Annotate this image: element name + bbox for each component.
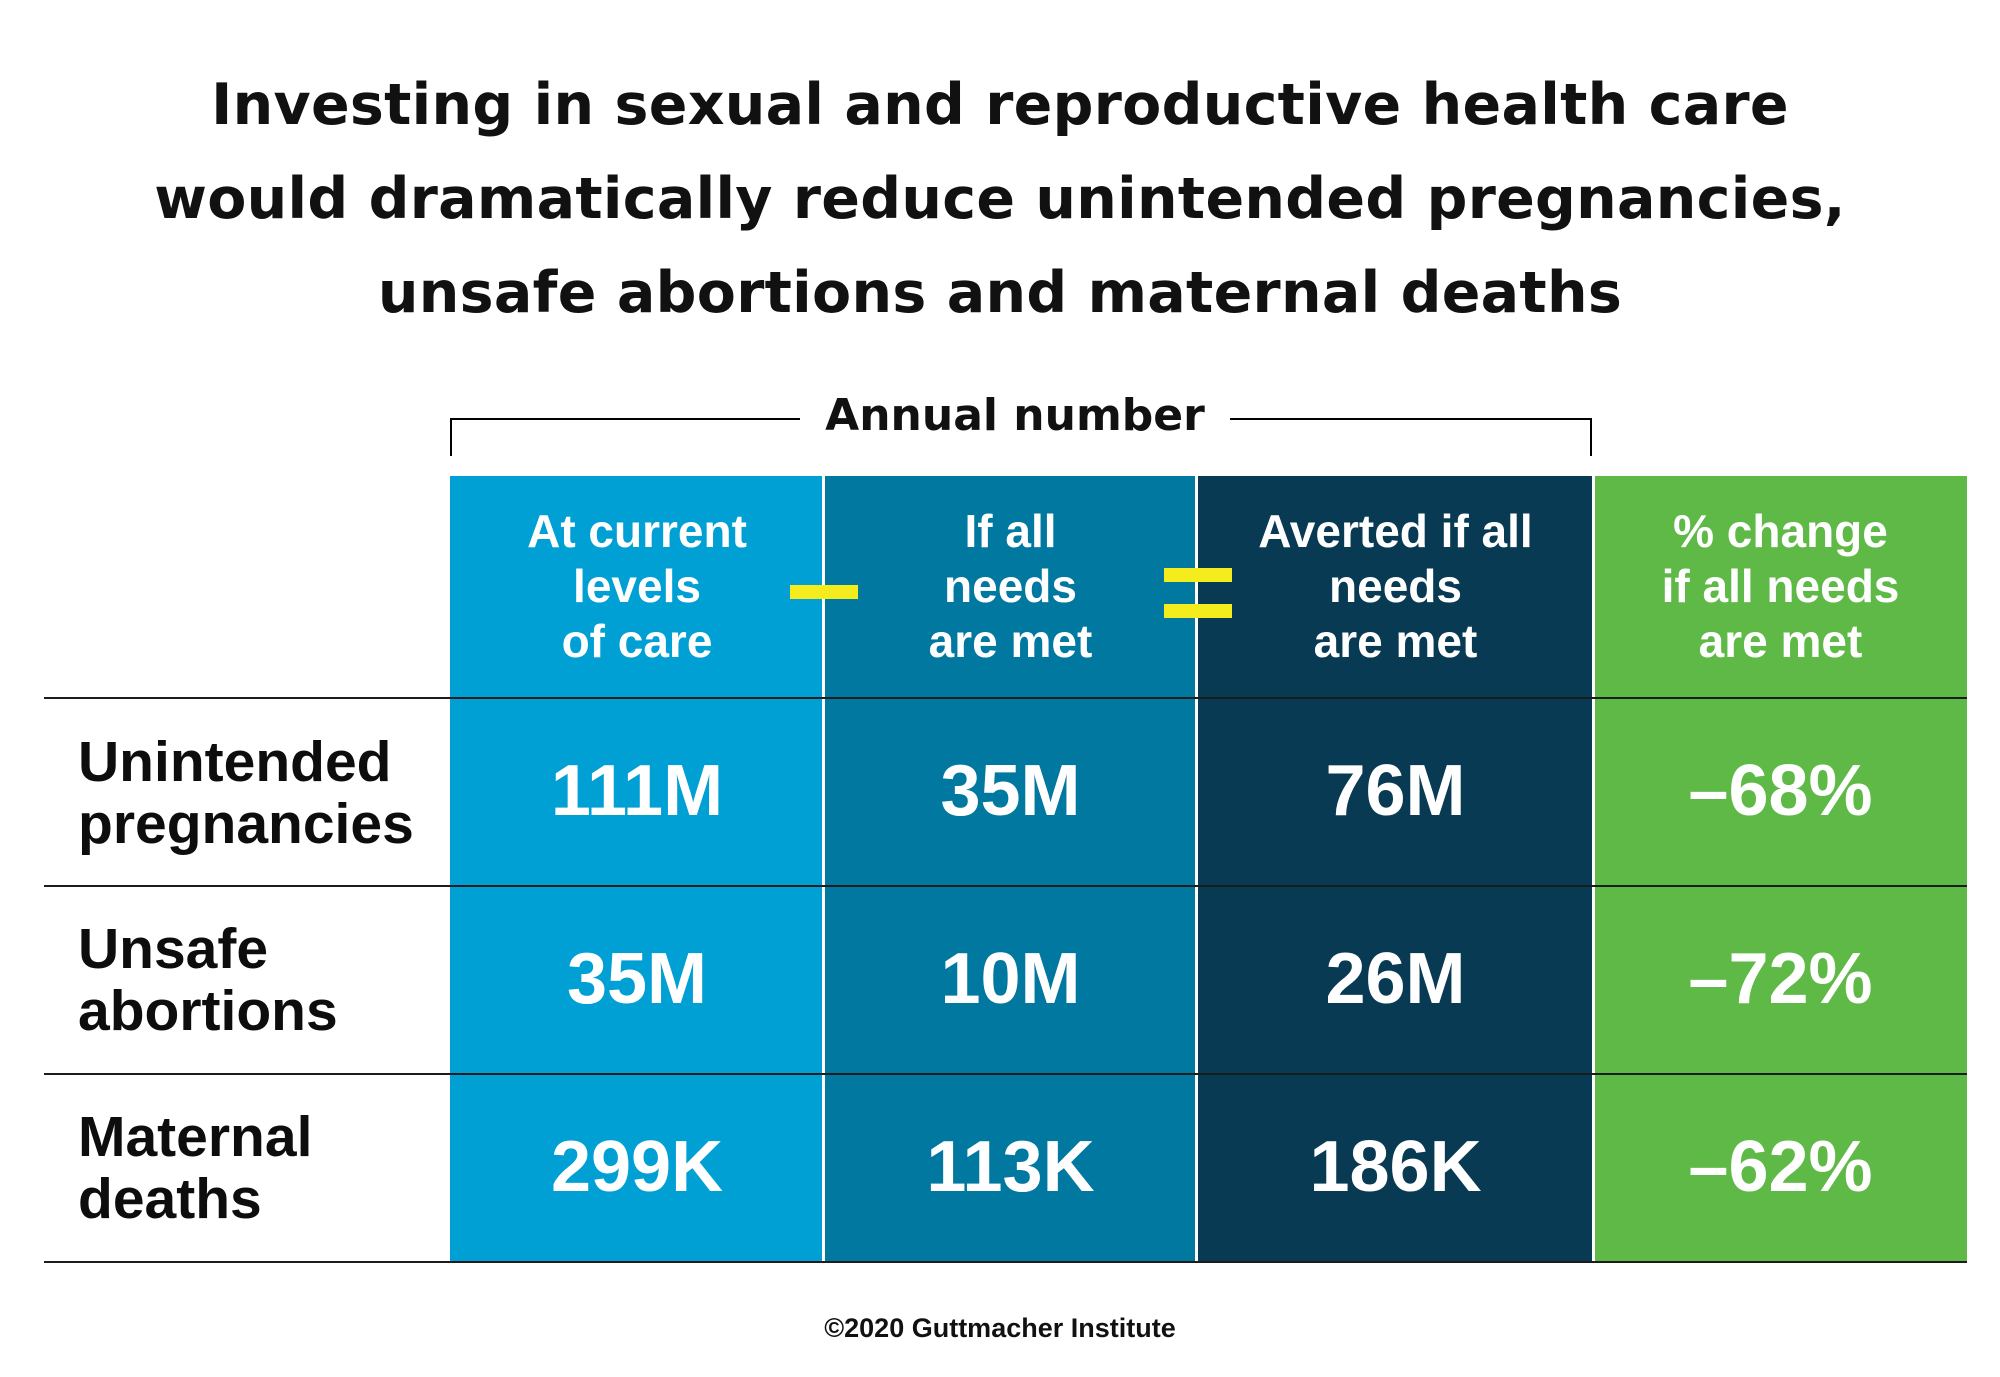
column-percent-change: % change if all needs are met –68% –72% –6… <box>1594 476 1967 1261</box>
row-label-unsafe-abortions: Unsafe abortions <box>78 917 338 1043</box>
column-divider <box>822 476 825 1261</box>
minus-icon <box>790 585 858 599</box>
cell-unintended-pregnancies-current: 111M <box>550 751 724 831</box>
cell-maternal-deaths-needs-met: 113K <box>926 1127 1095 1207</box>
column-averted: Averted if all needs are met 76M 26M 186K <box>1197 476 1594 1261</box>
equals-icon <box>1164 568 1232 618</box>
row-label-maternal-deaths: Maternal deaths <box>78 1105 313 1231</box>
column-header: If all needs are met <box>928 505 1093 667</box>
row-divider <box>44 697 1967 699</box>
row-divider <box>44 885 1967 887</box>
cell-unintended-pregnancies-needs-met: 35M <box>940 751 1081 831</box>
cell-maternal-deaths-current: 299K <box>550 1127 724 1207</box>
column-divider <box>1592 476 1595 1261</box>
column-divider <box>1195 476 1198 1261</box>
cell-maternal-deaths-averted: 186K <box>1309 1127 1482 1207</box>
column-current-levels: At current levels of care 111M 35M 299K <box>450 476 824 1261</box>
copyright-footer: ©2020 Guttmacher Institute <box>824 1313 1176 1343</box>
cell-unsafe-abortions-percent-change: –72% <box>1688 939 1873 1019</box>
title-line-3: unsafe abortions and maternal deaths <box>377 260 1623 326</box>
cell-maternal-deaths-percent-change: –62% <box>1688 1127 1873 1207</box>
column-header: At current levels of care <box>527 505 747 667</box>
cell-unsafe-abortions-needs-met: 10M <box>940 939 1081 1019</box>
table-bottom-rule <box>44 1261 1967 1263</box>
row-divider <box>44 1073 1967 1075</box>
equals-bar-bottom <box>1164 604 1232 618</box>
cell-unsafe-abortions-averted: 26M <box>1325 939 1466 1019</box>
row-label-unintended-pregnancies: Unintended pregnancies <box>78 730 414 856</box>
title-line-2: would dramatically reduce unintended pre… <box>154 166 1846 232</box>
column-header: Averted if all needs are met <box>1258 505 1533 667</box>
column-header: % change if all needs are met <box>1661 505 1900 667</box>
equals-bar-top <box>1164 568 1232 582</box>
bracket-label: Annual number <box>825 390 1205 441</box>
title-line-1: Investing in sexual and reproductive hea… <box>211 72 1789 138</box>
column-needs-met: If all needs are met 35M 10M 113K <box>824 476 1197 1261</box>
chart-title: Investing in sexual and reproductive hea… <box>0 58 2000 340</box>
cell-unsafe-abortions-current: 35M <box>566 939 708 1019</box>
cell-unintended-pregnancies-percent-change: –68% <box>1688 751 1873 831</box>
cell-unintended-pregnancies-averted: 76M <box>1325 751 1466 831</box>
